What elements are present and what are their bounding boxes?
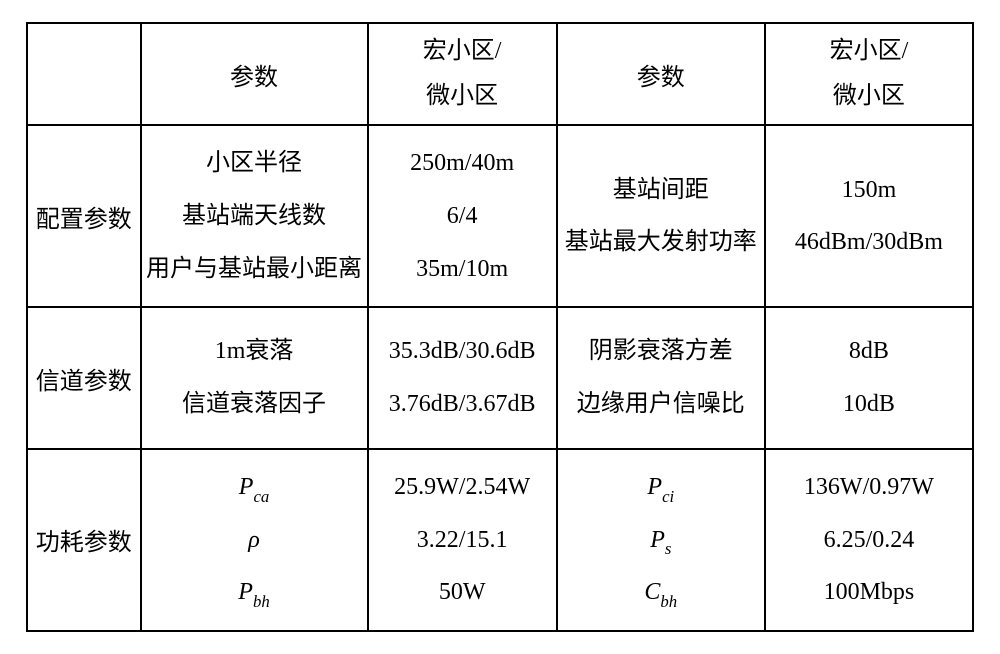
cell-config-param1: 小区半径 基站端天线数 用户与基站最小距离 bbox=[141, 125, 368, 307]
config-v2-l1: 150m bbox=[842, 177, 897, 203]
header-value1-line1: 宏小区/ bbox=[423, 38, 502, 64]
cell-power-value2: 136W/0.97W 6.25/0.24 100Mbps bbox=[765, 449, 973, 631]
table-wrapper: 参数 宏小区/ 微小区 参数 宏小区/ 微小区 配置参数 小区半径 基站端天线数… bbox=[0, 0, 1000, 654]
config-p2-l1: 基站间距 bbox=[613, 177, 709, 203]
channel-p1-l1: 1m衰落 bbox=[215, 338, 294, 364]
channel-v1-l1: 35.3dB/30.6dB bbox=[389, 338, 536, 364]
channel-v2-l1: 8dB bbox=[849, 338, 889, 364]
power-p1-l3: Pbh bbox=[238, 579, 269, 605]
power-v2-l3: 100Mbps bbox=[824, 579, 915, 605]
cell-power-value1: 25.9W/2.54W 3.22/15.1 50W bbox=[368, 449, 557, 631]
config-v1-l1: 250m/40m bbox=[410, 150, 514, 176]
power-v1-l1: 25.9W/2.54W bbox=[394, 474, 530, 500]
power-p2-l3: Cbh bbox=[644, 579, 677, 605]
row-channel: 信道参数 1m衰落 信道衰落因子 35.3dB/30.6dB 3.76dB/3.… bbox=[27, 307, 973, 449]
row-config: 配置参数 小区半径 基站端天线数 用户与基站最小距离 250m/40m 6/4 … bbox=[27, 125, 973, 307]
cell-channel-param2: 阴影衰落方差 边缘用户信噪比 bbox=[557, 307, 765, 449]
config-v2-l2: 46dBm/30dBm bbox=[795, 229, 943, 255]
power-v1-l2: 3.22/15.1 bbox=[417, 527, 508, 553]
power-p1-l2: ρ bbox=[248, 527, 260, 553]
power-v1-l3: 50W bbox=[439, 579, 486, 605]
config-v1-l3: 35m/10m bbox=[416, 256, 508, 282]
row-power: 功耗参数 Pca ρ Pbh 25.9W/2.54W 3.22/15.1 50W… bbox=[27, 449, 973, 631]
config-p1-l3: 用户与基站最小距离 bbox=[146, 256, 362, 282]
config-p2-l2: 基站最大发射功率 bbox=[565, 229, 757, 255]
cell-config-param2: 基站间距 基站最大发射功率 bbox=[557, 125, 765, 307]
cell-power-param2: Pci Ps Cbh bbox=[557, 449, 765, 631]
power-p2-l1: Pci bbox=[647, 474, 674, 500]
power-p1-l1: Pca bbox=[239, 474, 270, 500]
channel-p2-l1: 阴影衰落方差 bbox=[589, 338, 733, 364]
power-p2-l2: Ps bbox=[650, 527, 671, 553]
header-value1-line2: 微小区 bbox=[426, 83, 498, 109]
channel-p2-l2: 边缘用户信噪比 bbox=[577, 391, 745, 417]
config-p1-l2: 基站端天线数 bbox=[182, 203, 326, 229]
header-param1: 参数 bbox=[141, 23, 368, 125]
cell-channel-value1: 35.3dB/30.6dB 3.76dB/3.67dB bbox=[368, 307, 557, 449]
header-param2: 参数 bbox=[557, 23, 765, 125]
config-p1-l1: 小区半径 bbox=[206, 150, 302, 176]
channel-v2-l2: 10dB bbox=[843, 391, 895, 417]
header-category bbox=[27, 23, 141, 125]
power-v2-l1: 136W/0.97W bbox=[804, 474, 934, 500]
cell-config-category: 配置参数 bbox=[27, 125, 141, 307]
parameters-table: 参数 宏小区/ 微小区 参数 宏小区/ 微小区 配置参数 小区半径 基站端天线数… bbox=[26, 22, 974, 632]
cell-channel-category: 信道参数 bbox=[27, 307, 141, 449]
config-v1-l2: 6/4 bbox=[447, 203, 478, 229]
header-value2-line1: 宏小区/ bbox=[830, 38, 909, 64]
header-value2: 宏小区/ 微小区 bbox=[765, 23, 973, 125]
channel-v1-l2: 3.76dB/3.67dB bbox=[389, 391, 536, 417]
header-value1: 宏小区/ 微小区 bbox=[368, 23, 557, 125]
cell-channel-value2: 8dB 10dB bbox=[765, 307, 973, 449]
cell-power-param1: Pca ρ Pbh bbox=[141, 449, 368, 631]
channel-p1-l2: 信道衰落因子 bbox=[182, 391, 326, 417]
power-v2-l2: 6.25/0.24 bbox=[824, 527, 915, 553]
cell-channel-param1: 1m衰落 信道衰落因子 bbox=[141, 307, 368, 449]
cell-power-category: 功耗参数 bbox=[27, 449, 141, 631]
header-value2-line2: 微小区 bbox=[833, 83, 905, 109]
table-header-row: 参数 宏小区/ 微小区 参数 宏小区/ 微小区 bbox=[27, 23, 973, 125]
cell-config-value1: 250m/40m 6/4 35m/10m bbox=[368, 125, 557, 307]
cell-config-value2: 150m 46dBm/30dBm bbox=[765, 125, 973, 307]
